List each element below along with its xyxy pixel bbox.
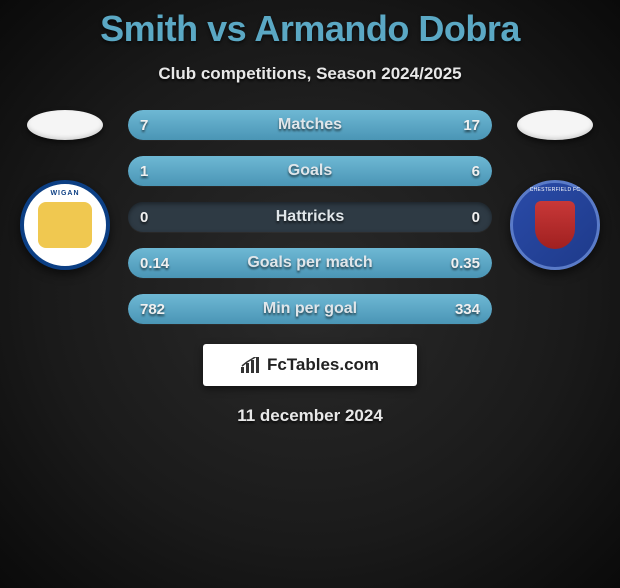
- right-flag-icon: [517, 110, 593, 140]
- left-club-crest: [20, 180, 110, 270]
- stat-value-right: 334: [455, 294, 480, 324]
- branding-badge: FcTables.com: [203, 344, 417, 386]
- stat-row: 782Min per goal334: [128, 294, 492, 324]
- stat-row: 0Hattricks0: [128, 202, 492, 232]
- stat-label: Matches: [128, 110, 492, 140]
- stat-label: Min per goal: [128, 294, 492, 324]
- stat-row: 1Goals6: [128, 156, 492, 186]
- date-label: 11 december 2024: [0, 406, 620, 426]
- left-player-column: [10, 110, 120, 270]
- stat-value-right: 0.35: [451, 248, 480, 278]
- comparison-panel: 7Matches17 1Goals6 0Hattricks0 0.14Goals pe…: [0, 110, 620, 340]
- subtitle: Club competitions, Season 2024/2025: [0, 64, 620, 84]
- branding-text: FcTables.com: [267, 355, 379, 375]
- stat-value-right: 6: [472, 156, 480, 186]
- stat-label: Goals per match: [128, 248, 492, 278]
- right-player-column: [500, 110, 610, 270]
- page-title: Smith vs Armando Dobra: [0, 8, 620, 50]
- chart-icon: [241, 357, 261, 373]
- stat-value-right: 17: [463, 110, 480, 140]
- stat-label: Hattricks: [128, 202, 492, 232]
- stat-row: 7Matches17: [128, 110, 492, 140]
- stat-row: 0.14Goals per match0.35: [128, 248, 492, 278]
- stat-value-right: 0: [472, 202, 480, 232]
- right-club-crest: [510, 180, 600, 270]
- stat-bars: 7Matches17 1Goals6 0Hattricks0 0.14Goals pe…: [120, 110, 500, 340]
- left-flag-icon: [27, 110, 103, 140]
- stat-label: Goals: [128, 156, 492, 186]
